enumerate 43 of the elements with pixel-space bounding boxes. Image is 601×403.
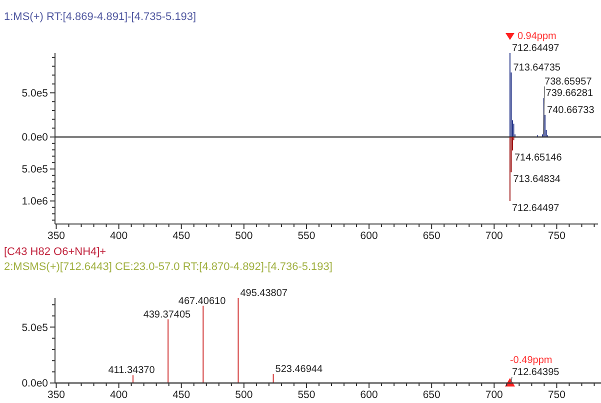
x-tick-label: 750: [548, 389, 566, 401]
chart-title: 1:MS(+) RT:[4.869-4.891]-[4.735-5.193]: [4, 11, 196, 23]
annotation: 712.64497: [512, 43, 560, 54]
x-tick-label: 400: [110, 389, 128, 401]
x-tick-label: 350: [47, 389, 66, 401]
x-tick-label: 700: [485, 389, 504, 401]
annotation: 495.43807: [240, 288, 288, 299]
x-tick-label: 600: [360, 389, 378, 401]
x-tick-label: 600: [360, 230, 378, 242]
annotation: 411.34370: [108, 365, 156, 376]
y-tick-label: 1.0e6: [22, 196, 48, 208]
annotation: 713.64735: [513, 62, 561, 74]
y-tick-label: 0.0e0: [22, 378, 48, 390]
annotation: 439.37405: [143, 309, 192, 320]
x-tick-label: 750: [548, 230, 566, 242]
x-tick-label: 500: [235, 230, 253, 242]
annotation: 740.66733: [547, 104, 595, 116]
x-tick-label: 500: [235, 389, 253, 401]
annotation: 523.46944: [275, 364, 323, 376]
chart-title: [C43 H82 O6+NH4]+: [4, 246, 106, 258]
annotation: 467.40610: [178, 296, 226, 307]
y-tick-label: 5.0e5: [22, 87, 48, 100]
x-tick-label: 650: [422, 230, 441, 242]
x-tick-label: 550: [298, 389, 316, 401]
x-tick-label: 450: [172, 389, 190, 401]
x-tick-label: 700: [485, 230, 504, 242]
y-tick-label: 5.0e5: [22, 322, 48, 334]
x-tick-label: 350: [47, 230, 66, 242]
annotation: 712.64497: [512, 202, 560, 214]
x-tick-label: 400: [110, 230, 128, 242]
annotation: 739.66281: [546, 88, 594, 100]
annotation: 713.64834: [513, 174, 561, 186]
y-tick-label: 5.0e5: [22, 164, 48, 176]
annotation: 738.65957: [544, 76, 592, 88]
x-tick-label: 650: [422, 389, 441, 401]
y-tick-label: 0.0e0: [22, 132, 48, 144]
annotation: 0.94ppm: [517, 31, 556, 42]
chart-subtitle: 2:MSMS(+)[712.6443] CE:23.0-57.0 RT:[4.870-4.892]-[4.736-5.193]: [4, 261, 332, 273]
annotation: 712.64395: [512, 367, 560, 378]
annotation: -0.49ppm: [510, 355, 552, 366]
annotation: 714.65146: [514, 152, 562, 164]
x-tick-label: 450: [172, 230, 190, 242]
x-tick-label: 550: [298, 230, 316, 242]
